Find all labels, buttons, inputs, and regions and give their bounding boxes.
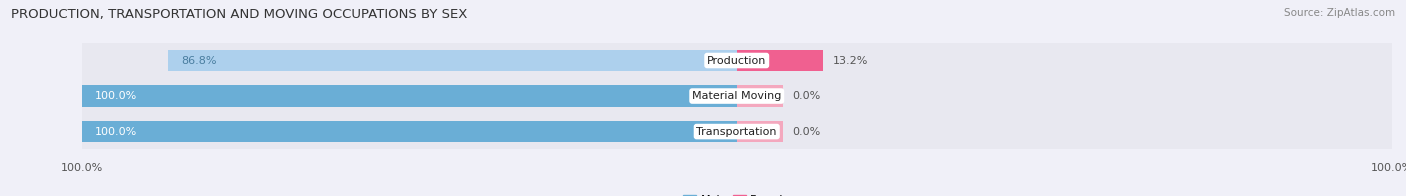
Bar: [82, 43, 1392, 78]
Text: PRODUCTION, TRANSPORTATION AND MOVING OCCUPATIONS BY SEX: PRODUCTION, TRANSPORTATION AND MOVING OC…: [11, 8, 468, 21]
Bar: [82, 78, 1392, 114]
Text: Source: ZipAtlas.com: Source: ZipAtlas.com: [1284, 8, 1395, 18]
Text: Production: Production: [707, 55, 766, 65]
Bar: [169, 50, 737, 71]
Bar: [82, 114, 1392, 149]
Text: 0.0%: 0.0%: [793, 91, 821, 101]
Text: 13.2%: 13.2%: [834, 55, 869, 65]
Text: 86.8%: 86.8%: [181, 55, 217, 65]
Bar: [737, 50, 824, 71]
Bar: [82, 85, 737, 107]
Legend: Male, Female: Male, Female: [678, 191, 796, 196]
Text: 0.0%: 0.0%: [793, 127, 821, 137]
Bar: [82, 121, 737, 142]
Text: 100.0%: 100.0%: [94, 127, 136, 137]
Text: Transportation: Transportation: [696, 127, 778, 137]
Bar: [737, 85, 783, 107]
Bar: [737, 121, 783, 142]
Text: Material Moving: Material Moving: [692, 91, 782, 101]
Text: 100.0%: 100.0%: [94, 91, 136, 101]
